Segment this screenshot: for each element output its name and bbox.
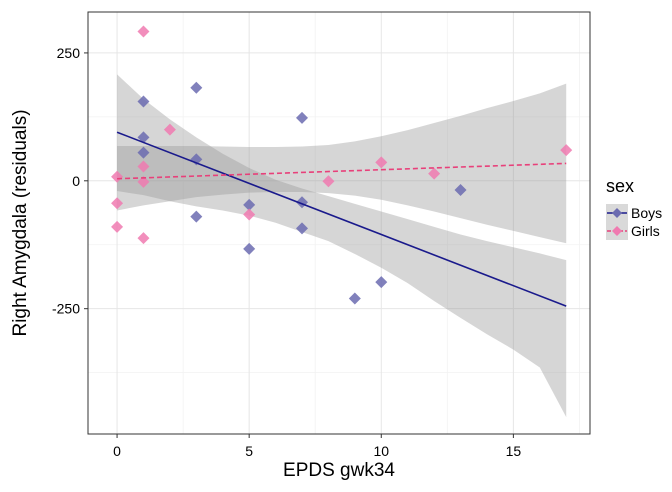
plot-area — [87, 11, 591, 435]
data-point-girls — [111, 170, 124, 183]
data-point-girls — [243, 208, 256, 221]
data-point-girls — [560, 144, 573, 157]
legend-marker-girls — [612, 226, 622, 236]
data-point-girls — [428, 167, 441, 180]
fit-lines — [116, 131, 567, 307]
fit-line-boys — [116, 131, 567, 307]
data-point-girls — [322, 175, 335, 188]
legend-items: Boys Girls — [606, 204, 662, 240]
data-point-boys — [137, 131, 150, 144]
minor-gridlines — [88, 12, 590, 434]
y-axis: 250 0 -250 — [52, 45, 88, 317]
legend-title: sex — [606, 176, 634, 196]
confidence-ribbon-girls — [117, 83, 567, 244]
confidence-ribbon-boys — [117, 74, 567, 418]
legend-marker-boys — [612, 208, 622, 218]
data-point-girls — [111, 220, 124, 233]
legend-label-boys: Boys — [631, 205, 662, 221]
y-tick-label: -250 — [52, 301, 80, 317]
data-point-boys — [348, 292, 361, 305]
data-point-boys — [137, 95, 150, 108]
data-point-girls — [137, 175, 150, 188]
data-point-boys — [296, 111, 309, 124]
plot-border — [87, 11, 591, 435]
data-point-boys — [454, 184, 467, 197]
data-points — [111, 25, 573, 305]
data-point-girls — [111, 197, 124, 210]
data-point-boys — [190, 210, 203, 223]
plot-panel — [88, 12, 590, 434]
data-point-girls — [163, 123, 176, 136]
x-tick-label: 15 — [506, 443, 522, 459]
x-tick-label: 0 — [113, 443, 121, 459]
data-point-boys — [296, 222, 309, 235]
confidence-ribbons — [117, 74, 567, 418]
data-point-boys — [243, 242, 256, 255]
data-point-boys — [190, 81, 203, 94]
x-tick-label: 5 — [245, 443, 253, 459]
legend: sex Boys Girls — [606, 176, 662, 240]
data-point-boys — [243, 198, 256, 211]
data-point-boys — [375, 276, 388, 289]
legend-label-girls: Girls — [631, 223, 660, 239]
data-point-boys — [137, 146, 150, 159]
data-point-girls — [137, 232, 150, 245]
x-tick-label: 10 — [373, 443, 389, 459]
fit-line-girls — [117, 162, 567, 180]
y-axis-title: Right Amygdala (residuals) — [10, 109, 31, 336]
x-axis: 0 5 10 15 — [113, 434, 521, 459]
y-tick-label: 250 — [57, 45, 81, 61]
y-tick-label: 0 — [72, 173, 80, 189]
x-axis-title: EPDS gwk34 — [283, 460, 395, 481]
data-point-girls — [137, 160, 150, 173]
data-point-girls — [375, 156, 388, 169]
data-point-girls — [137, 25, 150, 38]
